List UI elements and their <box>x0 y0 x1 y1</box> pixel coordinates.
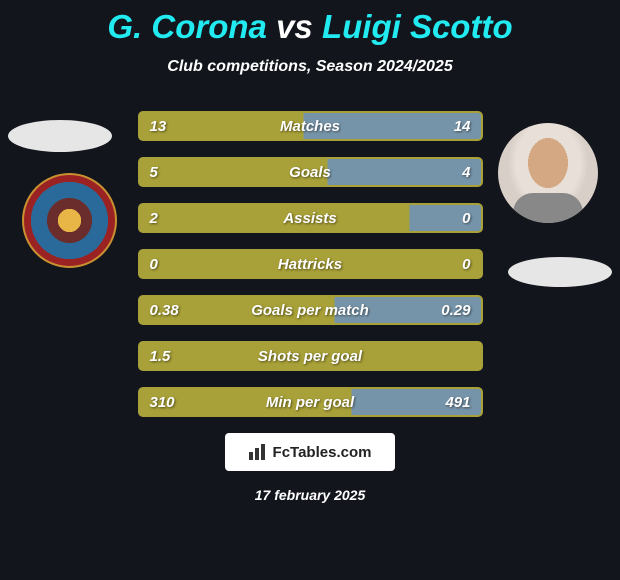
main-container: G. Corona vs Luigi Scotto Club competiti… <box>0 0 620 580</box>
stat-row: 0.38 Goals per match 0.29 <box>138 295 483 325</box>
logo-text: FcTables.com <box>273 444 372 461</box>
stat-left-value: 2 <box>150 210 158 227</box>
stat-label: Assists <box>283 210 336 227</box>
stat-left-value: 1.5 <box>150 348 171 365</box>
stat-right-value: 491 <box>445 394 470 411</box>
stat-right-value: 4 <box>462 164 470 181</box>
stat-right-value: 14 <box>454 118 471 135</box>
stat-row: 0 Hattricks 0 <box>138 249 483 279</box>
stat-right-value: 0.29 <box>441 302 470 319</box>
subtitle: Club competitions, Season 2024/2025 <box>0 58 620 76</box>
stat-row: 13 Matches 14 <box>138 111 483 141</box>
chart-icon <box>249 444 267 460</box>
stat-row: 310 Min per goal 491 <box>138 387 483 417</box>
stat-row: 2 Assists 0 <box>138 203 483 233</box>
player-left-placeholder <box>8 120 112 152</box>
stat-right-value: 0 <box>462 256 470 273</box>
player-left-club-badge <box>22 173 117 268</box>
player-left-name: G. Corona <box>107 8 267 45</box>
stat-row: 5 Goals 4 <box>138 157 483 187</box>
stat-label: Hattricks <box>278 256 342 273</box>
footer-date: 17 february 2025 <box>0 487 620 503</box>
vs-text: vs <box>276 8 313 45</box>
stat-label: Matches <box>280 118 340 135</box>
page-title: G. Corona vs Luigi Scotto <box>0 8 620 46</box>
stat-label: Goals per match <box>251 302 369 319</box>
stat-label: Goals <box>289 164 331 181</box>
footer-logo[interactable]: FcTables.com <box>225 433 395 471</box>
stat-label: Min per goal <box>266 394 354 411</box>
stat-left-value: 310 <box>150 394 175 411</box>
stat-row: 1.5 Shots per goal <box>138 341 483 371</box>
stat-right-value: 0 <box>462 210 470 227</box>
player-right-photo <box>498 123 598 223</box>
player-right-name: Luigi Scotto <box>322 8 513 45</box>
player-right-placeholder <box>508 257 612 287</box>
stat-left-value: 0 <box>150 256 158 273</box>
stats-table: 13 Matches 14 5 Goals 4 2 Assists 0 0 Hattricks 0 0.… <box>138 111 483 417</box>
stat-left-value: 0.38 <box>150 302 179 319</box>
stat-left-value: 5 <box>150 164 158 181</box>
stat-left-value: 13 <box>150 118 167 135</box>
stat-label: Shots per goal <box>258 348 362 365</box>
